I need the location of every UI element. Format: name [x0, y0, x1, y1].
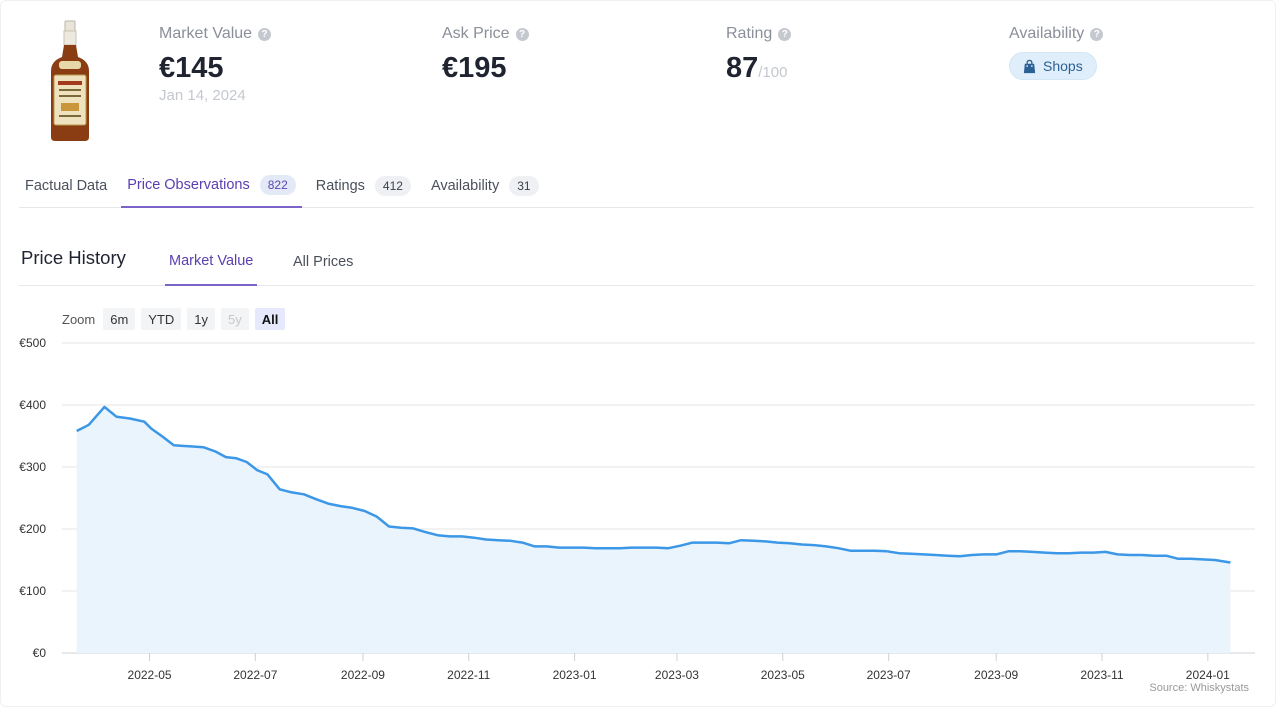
zoom-6m-button[interactable]: 6m: [103, 308, 136, 330]
x-tick-label: 2024-01: [1186, 668, 1230, 682]
x-tick-label: 2023-01: [553, 668, 597, 682]
help-icon[interactable]: ?: [258, 27, 272, 41]
subtab-all-prices[interactable]: All Prices: [293, 253, 354, 270]
main-tabs: Factual Data Price Observations 822 Rati…: [19, 164, 1254, 208]
rating-stat: Rating ? 87/100: [726, 23, 792, 90]
tab-factual-data[interactable]: Factual Data: [19, 164, 113, 207]
ask-price-value: €195: [442, 52, 507, 84]
x-tick-label: 2023-07: [867, 668, 911, 682]
y-tick-label: €100: [19, 584, 46, 598]
x-tick-label: 2022-09: [341, 668, 385, 682]
zoom-5y-button: 5y: [221, 308, 249, 330]
help-icon[interactable]: ?: [1090, 27, 1104, 41]
zoom-1y-button[interactable]: 1y: [187, 308, 216, 330]
price-history-title: Price History: [21, 247, 126, 268]
market-value-label: Market Value: [159, 25, 253, 42]
y-tick-label: €200: [19, 522, 46, 536]
rating-max: /100: [758, 64, 788, 81]
series-line: [76, 405, 1231, 564]
tab-label: Price Observations: [127, 177, 250, 193]
x-tick-label: 2022-05: [128, 668, 172, 682]
x-tick-label: 2023-11: [1080, 668, 1123, 682]
rating-label: Rating: [726, 25, 773, 42]
help-icon[interactable]: ?: [515, 27, 529, 41]
chart-source: Source: Whiskystats: [1149, 682, 1249, 694]
tab-label: Ratings: [315, 177, 365, 194]
ask-price-label: Ask Price: [442, 25, 510, 42]
x-tick-label: 2023-09: [974, 668, 1018, 682]
tab-availability[interactable]: Availability 31: [425, 164, 545, 207]
zoom-ytd-button[interactable]: YTD: [141, 308, 182, 330]
y-tick-label: €400: [19, 398, 46, 412]
availability-label: Availability: [1009, 25, 1085, 42]
product-bottle-image: [51, 20, 89, 141]
x-tick-label: 2022-11: [447, 668, 490, 682]
price-history-header: Price History Market Value All Prices: [19, 237, 1254, 286]
market-value-date: Jan 14, 2024: [159, 87, 246, 104]
x-tick-label: 2023-03: [655, 668, 699, 682]
shops-button-label: Shops: [1043, 58, 1083, 74]
y-tick-label: €500: [19, 336, 46, 350]
zoom-label: Zoom: [62, 311, 96, 327]
price-history-chart[interactable]: €0 €100 €200 €300 €400 €500 2022-05 2022-07 2022…: [1, 331, 1277, 686]
help-icon[interactable]: ?: [778, 27, 792, 41]
x-tick-label: 2022-07: [233, 668, 277, 682]
x-tick-label: 2023-05: [761, 668, 805, 682]
y-tick-label: €300: [19, 460, 46, 474]
shops-button[interactable]: Shops: [1009, 52, 1097, 80]
market-value: €145: [159, 52, 224, 84]
y-tick-label: €0: [33, 646, 47, 660]
tab-label: Factual Data: [25, 177, 108, 194]
ask-price-stat: Ask Price ? €195: [442, 23, 529, 85]
zoom-controls: Zoom 6m YTD 1y 5y All: [62, 308, 286, 330]
tab-price-observations[interactable]: Price Observations 822: [121, 164, 302, 208]
series-area: [76, 406, 1231, 653]
count-badge: 412: [374, 175, 411, 196]
market-value-stat: Market Value ? €145 Jan 14, 2024: [159, 23, 272, 104]
tab-label: Availability: [430, 177, 500, 194]
subtab-market-value[interactable]: Market Value: [165, 237, 258, 286]
tab-ratings[interactable]: Ratings 412: [310, 164, 417, 207]
count-badge: 822: [259, 175, 296, 195]
count-badge: 31: [509, 175, 539, 196]
zoom-all-button[interactable]: All: [254, 308, 286, 330]
rating-value: 87: [726, 52, 759, 84]
availability-stat: Availability ? Shops: [1009, 23, 1104, 80]
shopping-bag-icon: [1023, 59, 1036, 73]
